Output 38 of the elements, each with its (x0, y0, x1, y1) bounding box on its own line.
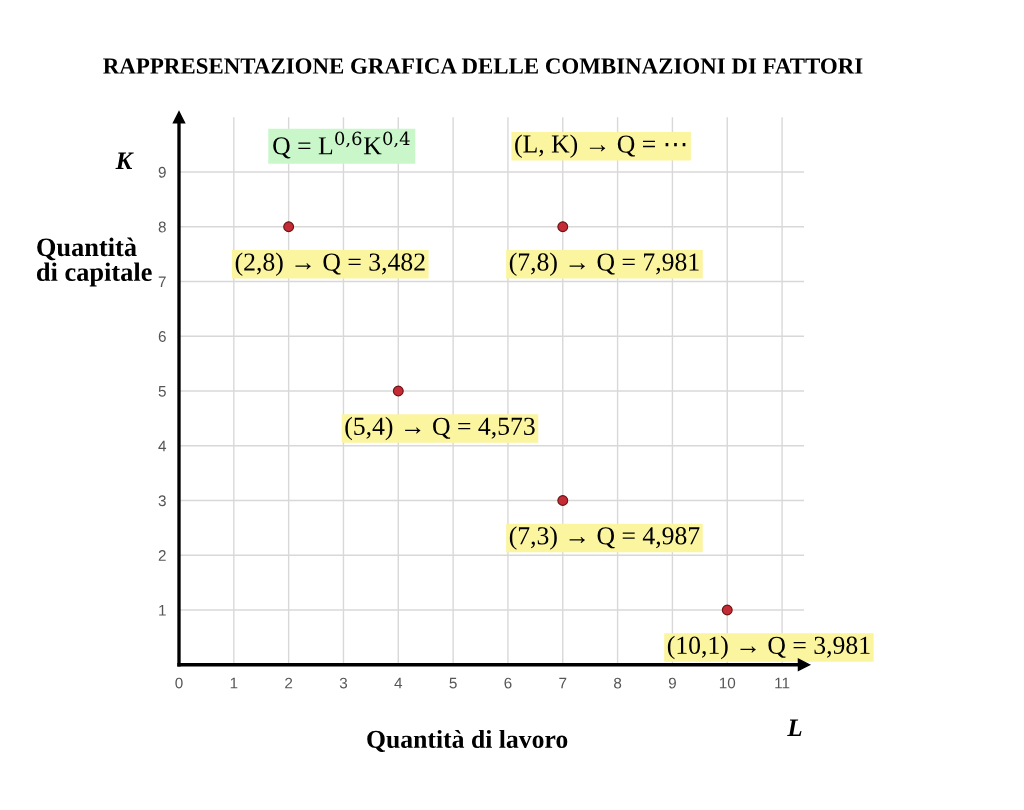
x-tick-label: 0 (175, 677, 183, 689)
y-tick-label: 2 (158, 550, 166, 561)
point (557, 221, 569, 233)
data-label: (7,3) → Q = 4,987 (509, 526, 700, 550)
x-tick-label: 4 (394, 677, 403, 689)
x-tick-label: 7 (559, 677, 567, 689)
x-tick-label: 6 (504, 677, 512, 689)
annotation: (L, K) → Q = ⋯ (515, 134, 686, 158)
x-tick-label: 5 (449, 677, 457, 689)
y-tick-label: 4 (158, 440, 167, 452)
y-tick-label: 5 (158, 386, 166, 397)
y-tick-label: 1 (159, 605, 166, 616)
x-tick-label: 9 (668, 677, 676, 689)
y-tick-label: 9 (158, 166, 166, 178)
y-tick-label: 6 (158, 331, 166, 342)
x-tick-label: 2 (285, 677, 293, 689)
point (557, 495, 569, 506)
x-tick-label: 10 (719, 677, 736, 689)
data-label: (2,8) → Q = 3,482 (235, 252, 425, 276)
y-tick-label: 7 (158, 276, 166, 288)
y-tick-label: 3 (158, 495, 166, 507)
point (283, 221, 295, 233)
point (392, 385, 404, 397)
x-tick-label: 3 (339, 677, 348, 689)
text: L (787, 719, 802, 736)
x-axis-title: Quantità di lavoro (367, 729, 568, 752)
data-label: (10,1) → Q = 3,981 (667, 635, 870, 660)
data-label: (7,8) → Q = 7,981 (509, 252, 699, 276)
y-tick-label: 8 (158, 221, 166, 233)
x-tick-label: 11 (775, 677, 790, 689)
data-label: (5,4) → Q = 4,573 (345, 416, 535, 441)
x-tick-label: 8 (614, 677, 622, 689)
text: K (115, 152, 134, 169)
annotation: Q = L$^{0,6}$K$^{0,4}$ (273, 131, 410, 159)
chart-title: RAPPRESENTAZIONE GRAFICA DELLE COMBINAZIONI DI FATTORI (103, 58, 863, 74)
x-tick-label: 1 (230, 677, 238, 689)
y-axis-title: Quantità di capitale (36, 237, 152, 287)
point (721, 604, 733, 616)
